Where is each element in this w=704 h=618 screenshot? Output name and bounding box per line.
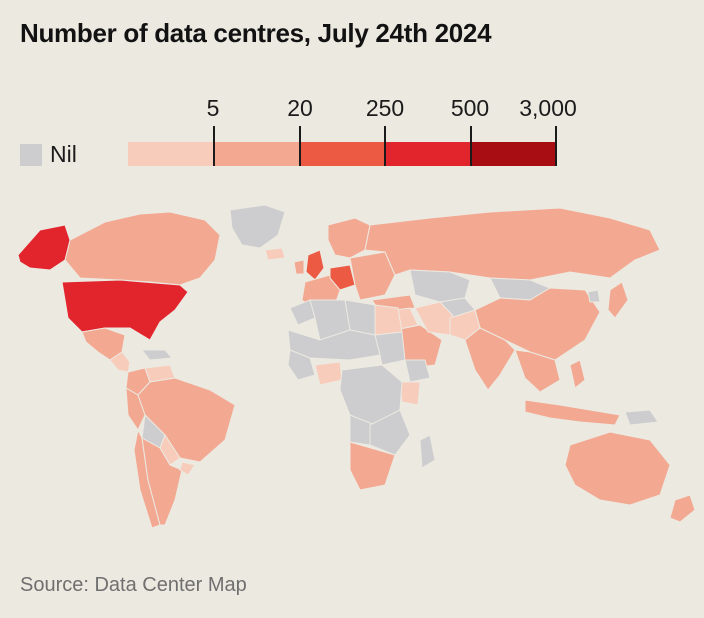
legend-bin-3	[384, 142, 471, 166]
region-united-kingdom	[305, 249, 325, 281]
region-greenland	[229, 204, 286, 249]
region-iceland	[264, 247, 286, 261]
region-peru	[125, 387, 146, 432]
chart-title: Number of data centres, July 24th 2024	[20, 18, 492, 48]
region-central-america	[109, 351, 131, 373]
legend-tick-250	[384, 126, 386, 166]
region-philippines	[569, 359, 586, 389]
legend-tick-5	[213, 126, 215, 166]
legend-tick-500	[470, 126, 472, 166]
legend-label-3000: 3,000	[519, 95, 577, 121]
region-germany	[329, 264, 356, 291]
region-brazil	[137, 377, 236, 463]
legend-bin-0	[128, 142, 214, 166]
region-west-africa	[287, 349, 316, 381]
legend-bin-1	[213, 142, 300, 166]
region-papua-new-guinea	[624, 409, 659, 426]
region-southeast-asia	[514, 349, 561, 393]
source-note: Source: Data Center Map	[20, 574, 247, 596]
region-caribbean	[140, 349, 174, 361]
region-ireland	[293, 259, 305, 275]
region-nigeria	[314, 361, 343, 386]
legend-color-scale	[128, 142, 556, 166]
region-argentina	[141, 437, 183, 526]
region-new-zealand	[669, 494, 696, 523]
legend-label-5: 5	[206, 95, 220, 121]
region-canada	[64, 211, 221, 286]
region-alaska	[17, 224, 71, 271]
world-choropleth-map	[17, 204, 696, 529]
region-united-states	[61, 279, 189, 341]
legend-nil-label: Nil	[50, 141, 77, 167]
legend-tick-20	[299, 126, 301, 166]
region-india	[464, 327, 516, 391]
region-north-korea	[587, 289, 601, 303]
region-kenya	[399, 381, 421, 406]
legend-tick-3000	[555, 126, 557, 166]
region-japan	[607, 281, 629, 319]
legend-label-500: 500	[450, 95, 490, 121]
region-australia	[564, 431, 671, 506]
region-southern-africa	[369, 409, 411, 456]
region-kazakhstan	[409, 269, 471, 303]
region-scandinavia	[327, 217, 371, 259]
legend-nil-swatch	[20, 144, 42, 166]
region-ethiopia	[404, 359, 431, 383]
region-madagascar	[419, 434, 436, 469]
region-uruguay	[179, 461, 196, 476]
region-sudan	[374, 331, 406, 366]
legend-label-20: 20	[287, 95, 313, 121]
legend-bin-2	[299, 142, 385, 166]
legend-bin-4	[470, 142, 556, 166]
region-south-africa	[349, 441, 396, 491]
legend-label-250: 250	[365, 95, 405, 121]
region-indonesia	[524, 399, 621, 426]
region-egypt	[374, 304, 403, 336]
region-russia	[364, 207, 661, 281]
